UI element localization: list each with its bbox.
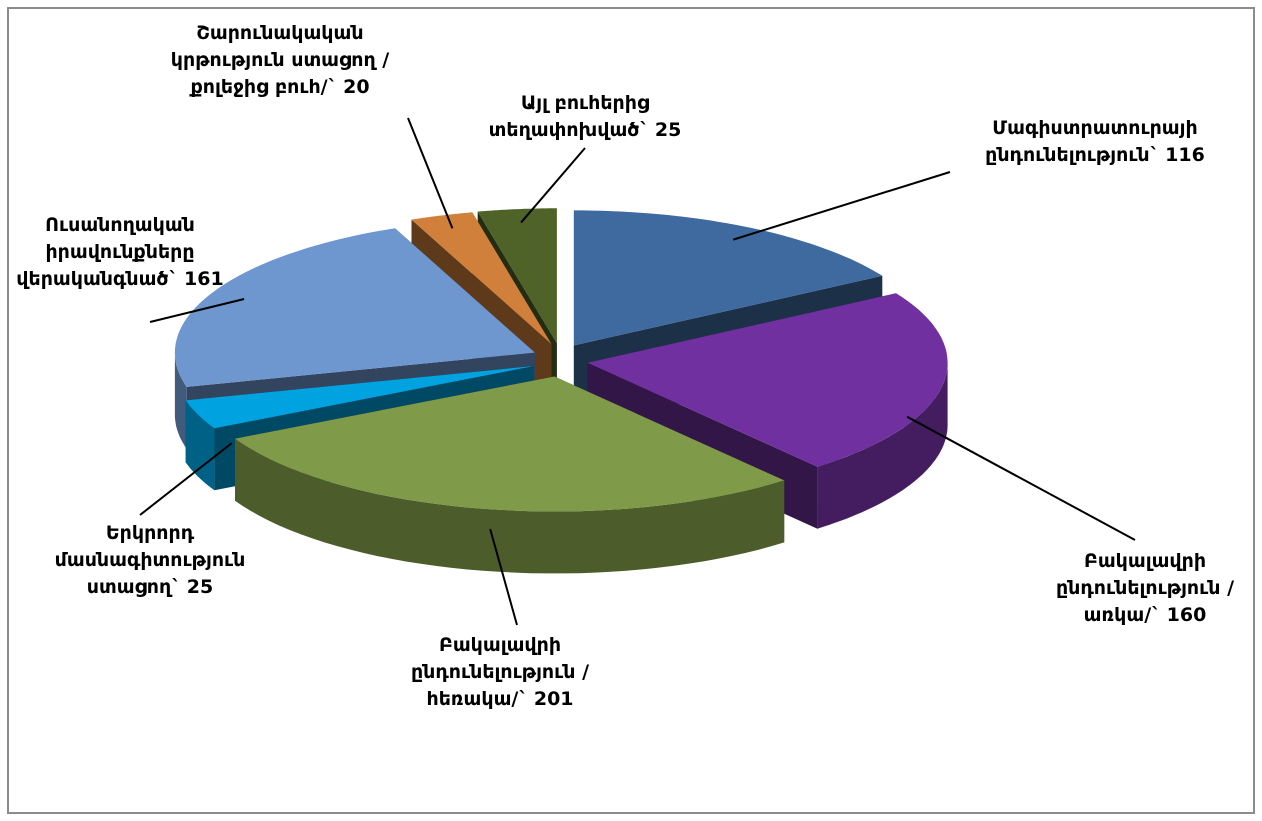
value-label: 160 — [1166, 604, 1207, 626]
slice-wall — [817, 362, 948, 529]
category-name: Բակալավրի ընդունելություն /առկա/` — [1055, 550, 1235, 626]
category-name: Մագիստրատուրայի ընդունելություն` — [985, 117, 1198, 166]
slice-top — [587, 293, 948, 467]
category-name: Ուսանողական իրավունքները վերականգնած` — [16, 214, 195, 290]
category-name: Շարունակական կրթություն ստացող /քոլեջից … — [170, 22, 390, 98]
leader-line — [139, 442, 233, 516]
slice-wall — [185, 400, 215, 491]
category-name: Բակալավրի ընդունելություն /հեռակա/` — [410, 634, 590, 710]
slice — [235, 376, 785, 574]
slice-top — [174, 228, 535, 387]
slice-top — [185, 366, 534, 429]
data-label: Շարունակական կրթություն ստացող /քոլեջից … — [150, 20, 410, 101]
value-label: 116 — [1165, 144, 1205, 166]
category-name: Երկրորդ մասնագիտություն ստացող` — [54, 522, 246, 598]
slice-top — [411, 212, 552, 344]
slice-top — [477, 208, 557, 344]
value-label: 25 — [654, 119, 682, 141]
category-name: Այլ բուհերից տեղափոխված` — [488, 92, 650, 141]
leader-line — [407, 117, 454, 229]
slice-wall — [174, 352, 187, 449]
leader-line — [149, 297, 245, 323]
data-label: Բակալավրի ընդունելություն /հեռակա/` 201 — [370, 632, 630, 713]
slice-top — [235, 376, 785, 512]
value-label: 161 — [184, 268, 224, 290]
data-label: Ուսանողական իրավունքները վերականգնած` 161 — [5, 212, 235, 293]
data-label: Երկրորդ մասնագիտություն ստացող` 25 — [30, 520, 270, 601]
leader-line — [732, 171, 951, 241]
value-label: 20 — [343, 76, 370, 98]
data-label: Այլ բուհերից տեղափոխված` 25 — [460, 90, 710, 144]
leader-line — [489, 528, 518, 626]
data-label: Մագիստրատուրայի ընդունելություն` 116 — [960, 115, 1230, 169]
slice-top — [573, 210, 883, 346]
leader-line — [520, 147, 586, 224]
value-label: 201 — [533, 688, 574, 710]
leader-line — [906, 415, 1136, 541]
data-label: Բակալավրի ընդունելություն /առկա/` 160 — [1040, 548, 1250, 629]
value-label: 25 — [186, 576, 214, 598]
slice-wall — [235, 438, 785, 574]
